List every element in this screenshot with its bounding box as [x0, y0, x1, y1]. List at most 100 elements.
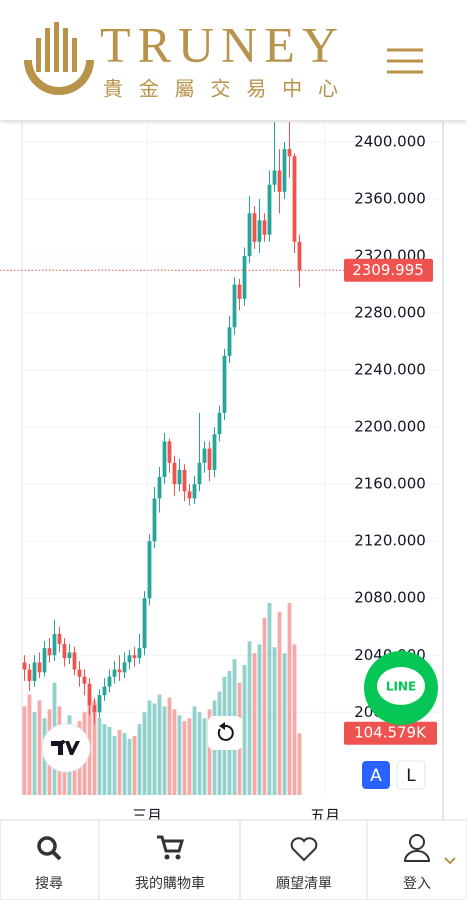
volume-bar [92, 700, 97, 795]
line-text: LINE [386, 680, 416, 694]
candle-body [42, 648, 47, 673]
scale-a-text: A [370, 766, 382, 786]
candle-body [92, 705, 97, 713]
volume-bar [172, 709, 177, 795]
nav-search[interactable]: 搜尋 [35, 836, 63, 892]
nav-label: 我的購物車 [135, 875, 205, 892]
volume-bar [267, 603, 272, 795]
candle-body [252, 213, 257, 242]
volume-bar [292, 644, 297, 795]
volume-bar [102, 724, 107, 795]
candle-body [32, 662, 37, 681]
search-handle [51, 850, 62, 861]
candle-body [297, 241, 302, 271]
y-tick-label: 2240.000 [354, 361, 426, 379]
volume-bar [37, 700, 42, 795]
volume-bar [137, 724, 142, 795]
candle-body [272, 170, 277, 185]
last-price-label: 2309.995 [352, 261, 424, 279]
candle-body [112, 669, 117, 677]
nav-wishlist[interactable]: 願望清單 [276, 837, 332, 892]
candle-body [117, 669, 122, 673]
y-tick-label: 2400.000 [354, 132, 426, 150]
volume-bar [252, 653, 257, 795]
user-head [409, 834, 425, 850]
bottom-nav: 搜尋 我的購物車 願望清單 登入 [0, 819, 467, 900]
candle-body [157, 477, 162, 499]
volume-bar [97, 718, 102, 795]
cart-icon [157, 835, 185, 853]
line-bubble [377, 667, 425, 705]
candle-body [172, 462, 177, 485]
reset-button[interactable] [208, 716, 242, 750]
volume-bar [142, 712, 147, 795]
scale-l-text: L [406, 766, 416, 786]
candle-body [87, 683, 92, 706]
volume-bar [127, 738, 132, 795]
volume-label: 104.579K [354, 724, 427, 742]
candle-body [237, 284, 242, 299]
volume-tag [344, 721, 437, 745]
volume-bar [152, 703, 157, 795]
nav-label: 搜尋 [35, 876, 63, 892]
candle-body [192, 484, 197, 499]
volume-bar [177, 715, 182, 795]
reset-bg [208, 716, 242, 750]
candle-body [167, 441, 172, 463]
candle-body [62, 643, 67, 659]
candle-body [282, 149, 287, 192]
volume-bar [247, 641, 252, 795]
candle-body [257, 220, 262, 242]
candle-body [72, 652, 77, 670]
scale-a[interactable]: A [362, 761, 390, 789]
logo-bar [63, 28, 68, 72]
brand-subtitle: 貴金屬交易中心 [103, 77, 338, 101]
volume-bar [157, 694, 162, 795]
volume-bar [112, 735, 117, 795]
candle-body [292, 156, 297, 242]
volume-bar [22, 706, 27, 795]
logo-arc [24, 60, 94, 95]
candle-body [247, 213, 252, 257]
volume-bar [147, 700, 152, 795]
candle-body [187, 491, 192, 499]
logo-bar [54, 22, 59, 72]
volume-bar [282, 653, 287, 795]
volume-bar [202, 718, 207, 795]
candle-body [57, 633, 62, 644]
scale-l[interactable]: L [396, 760, 426, 790]
volume-bar [132, 735, 137, 795]
volume-bar [262, 617, 267, 795]
candle-body [277, 170, 282, 192]
candle-body [97, 695, 102, 713]
candle-body [162, 441, 167, 478]
volume-bar [197, 712, 202, 795]
candle-body [22, 662, 27, 670]
volume-bar [27, 694, 32, 795]
volume-bar [162, 706, 167, 795]
volume-bar [277, 611, 282, 795]
volume-bar [272, 647, 277, 795]
candle-body [127, 655, 132, 663]
reset-arrow [219, 722, 225, 730]
line-button[interactable]: LINE [364, 651, 438, 725]
menu-button[interactable] [387, 48, 423, 74]
candle-body [177, 469, 182, 485]
volume-bar [297, 733, 302, 795]
volume-bar [192, 706, 197, 795]
candle-body [52, 633, 57, 656]
candle-body [267, 184, 272, 235]
tv-logo[interactable] [41, 723, 91, 773]
volume-bar [117, 730, 122, 795]
volume-bar [242, 665, 247, 795]
nav-login[interactable]: 登入 [403, 834, 456, 892]
cart-wheel [175, 854, 181, 860]
volume-bar [207, 709, 212, 795]
candle-body [102, 686, 107, 696]
candle-body [77, 669, 82, 677]
logo-bar [45, 28, 50, 72]
nav-cart[interactable]: 我的購物車 [135, 835, 205, 892]
candle-body [67, 652, 72, 659]
